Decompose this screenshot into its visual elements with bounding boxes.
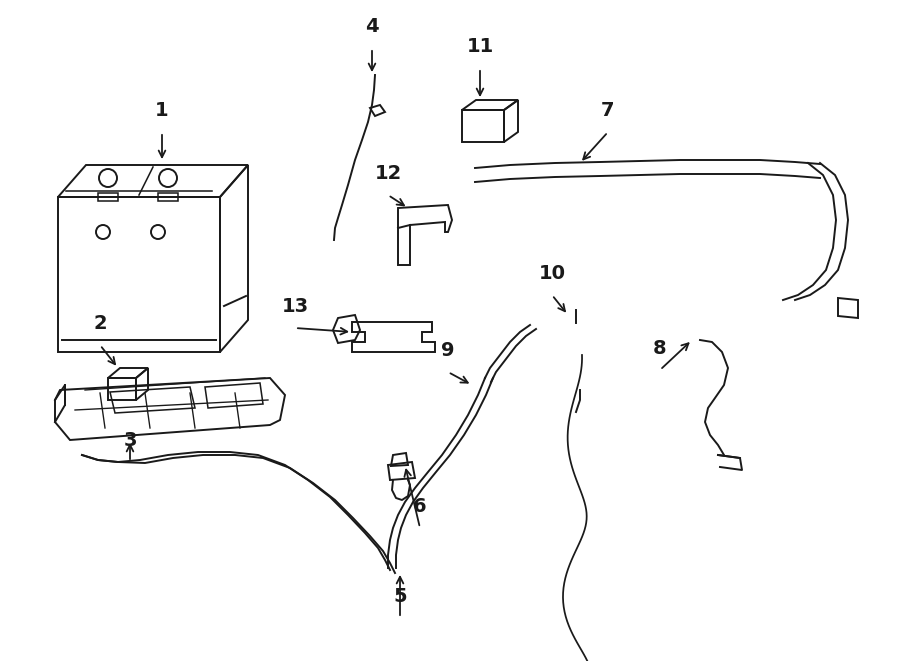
Text: 5: 5 xyxy=(393,587,407,606)
Text: 6: 6 xyxy=(413,497,427,516)
Text: 13: 13 xyxy=(282,297,309,316)
Text: 7: 7 xyxy=(601,101,615,120)
Text: 9: 9 xyxy=(441,341,454,360)
Text: 8: 8 xyxy=(653,339,667,358)
Text: 1: 1 xyxy=(155,101,169,120)
Text: 4: 4 xyxy=(365,17,379,36)
Text: 3: 3 xyxy=(123,431,137,450)
Text: 11: 11 xyxy=(466,37,493,56)
Text: 10: 10 xyxy=(538,264,565,283)
Text: 12: 12 xyxy=(374,164,401,183)
Text: 2: 2 xyxy=(94,314,107,333)
